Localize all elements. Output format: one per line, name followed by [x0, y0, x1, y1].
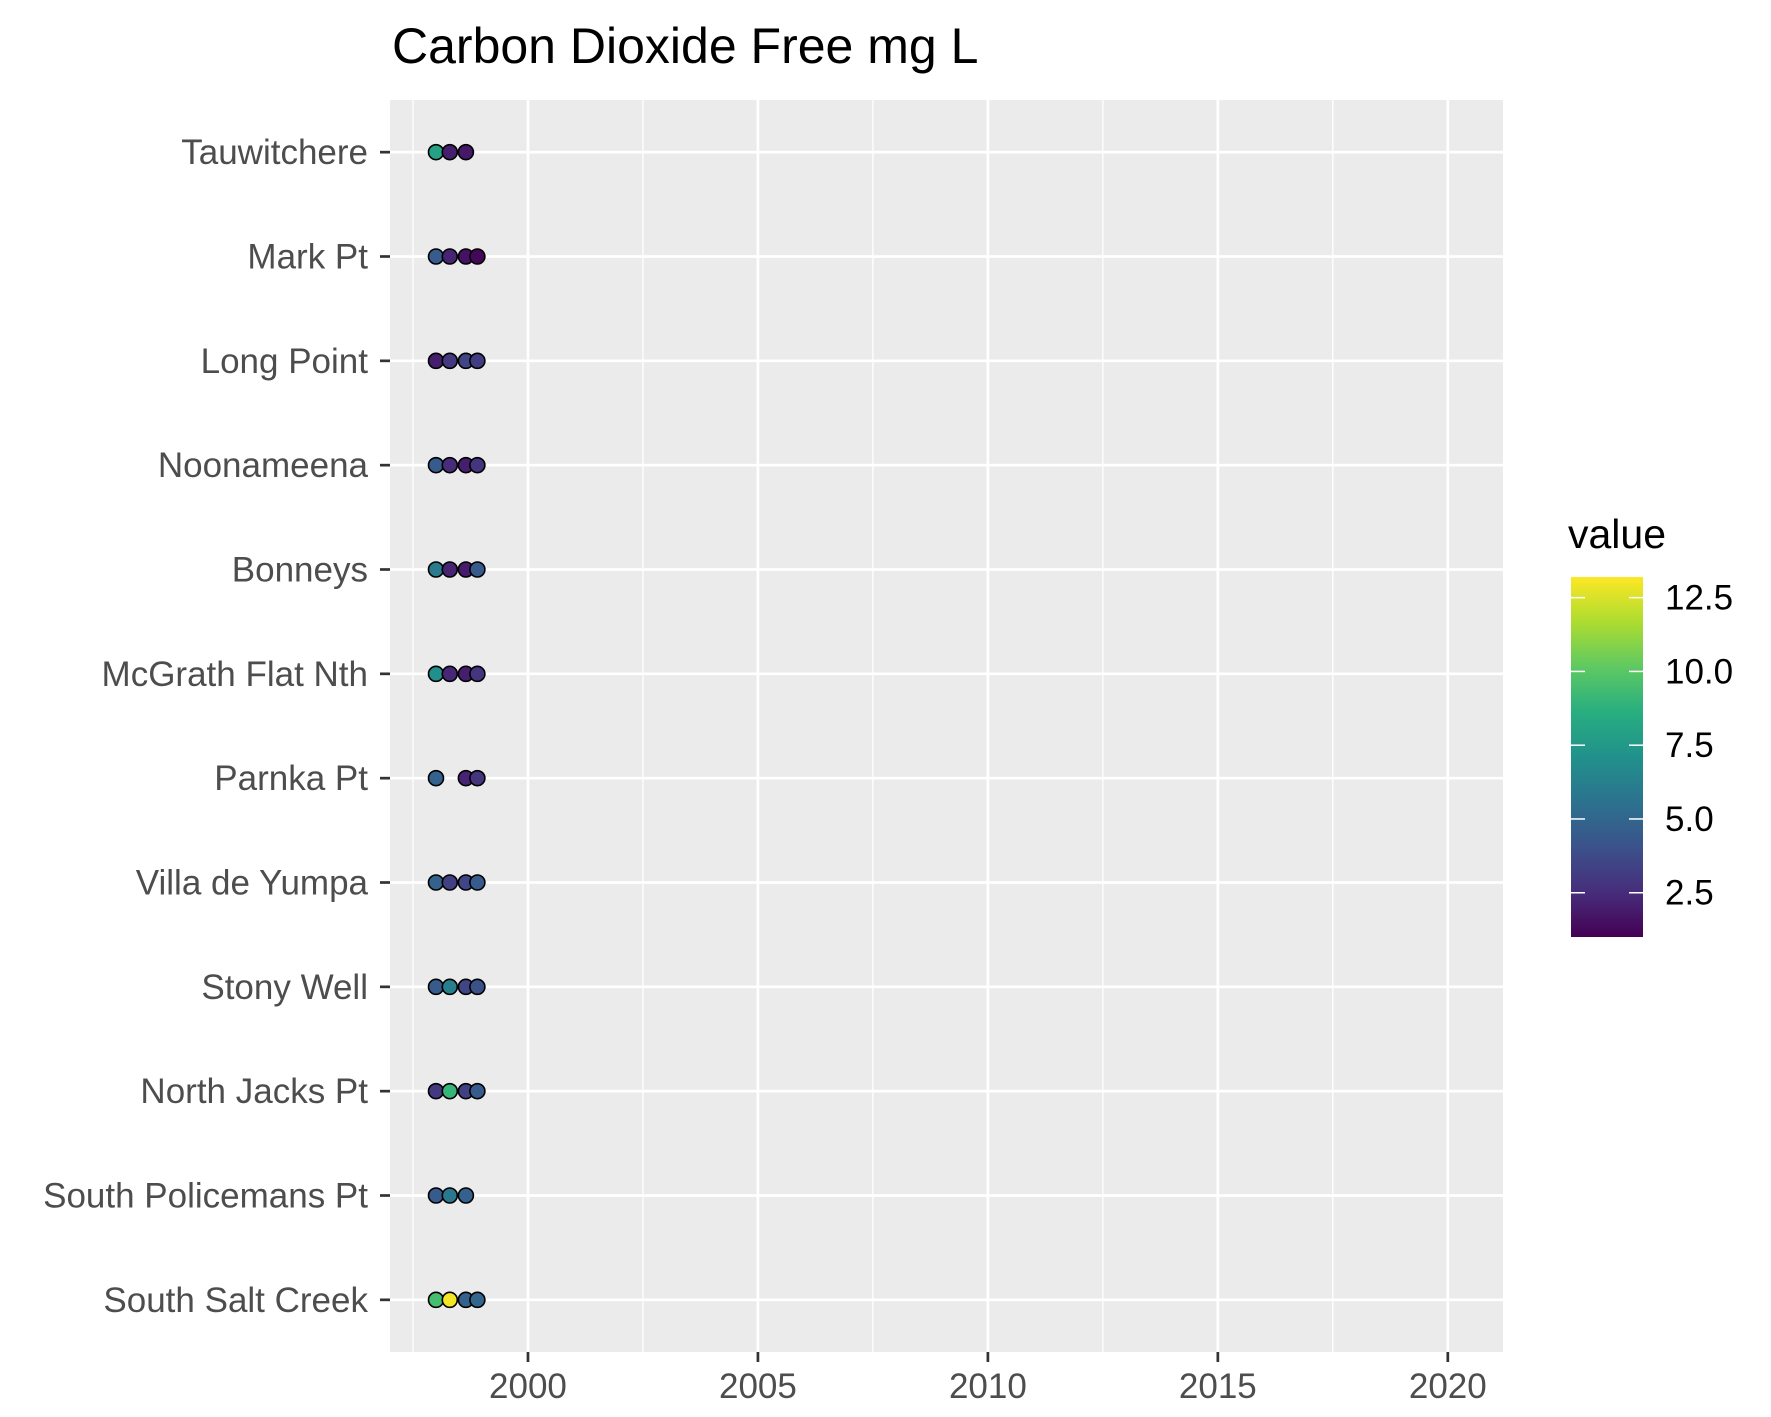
colorbar-tick-label: 10.0	[1665, 652, 1733, 691]
colorbar	[1571, 577, 1643, 937]
x-tick-label: 2020	[1409, 1367, 1487, 1406]
data-point	[469, 352, 486, 370]
panel-background	[390, 100, 1503, 1352]
data-points	[427, 143, 486, 1309]
x-tick-label: 2010	[949, 1367, 1027, 1406]
y-tick-label: Mark Pt	[247, 238, 368, 277]
data-point	[441, 143, 459, 161]
y-tick-label: Tauwitchere	[181, 133, 368, 172]
chart-title: Carbon Dioxide Free mg L	[392, 18, 978, 74]
colorbar-tick-label: 2.5	[1665, 874, 1714, 913]
colorbar-tick-label: 5.0	[1665, 800, 1714, 839]
data-point	[427, 248, 445, 265]
data-point	[441, 1187, 459, 1204]
data-point	[457, 1187, 475, 1204]
data-point	[427, 1291, 445, 1309]
colorbar-tick-label: 7.5	[1665, 726, 1714, 765]
data-point	[427, 561, 445, 578]
data-point	[469, 1082, 486, 1100]
data-point	[427, 1187, 445, 1204]
colorbar-ticks: 2.5 5.0 7.5 10.0 12.5	[1571, 579, 1733, 913]
grid	[390, 100, 1503, 1352]
data-point	[427, 456, 445, 474]
data-point	[427, 143, 445, 161]
x-tick-label: 2005	[719, 1367, 797, 1406]
data-point	[441, 665, 459, 683]
x-axis: 2000 2005 2010 2015 2020	[489, 1352, 1487, 1406]
y-tick-label: Villa de Yumpa	[136, 864, 369, 903]
data-point	[469, 561, 486, 578]
data-point	[469, 456, 486, 474]
y-tick-label: Parnka Pt	[214, 759, 368, 798]
data-point	[469, 769, 486, 787]
colorbar-tick-label: 12.5	[1665, 579, 1733, 618]
y-tick-label: Bonneys	[232, 551, 368, 590]
y-tick-label: South Salt Creek	[103, 1281, 368, 1320]
data-point	[441, 456, 459, 474]
y-tick-label: McGrath Flat Nth	[102, 655, 368, 694]
data-point	[441, 561, 459, 578]
data-point	[441, 1291, 459, 1309]
data-point	[441, 874, 459, 891]
data-point	[469, 874, 486, 891]
data-point	[427, 769, 445, 787]
data-point	[441, 1082, 459, 1100]
data-point	[441, 352, 459, 370]
y-tick-label: Long Point	[201, 342, 369, 381]
data-point	[427, 665, 445, 683]
y-axis: South Salt Creek South Policemans Pt North…	[43, 133, 390, 1320]
data-point	[441, 978, 459, 996]
y-tick-label: Stony Well	[201, 968, 368, 1007]
data-point	[469, 1291, 486, 1309]
legend-title: value	[1568, 511, 1666, 557]
x-tick-label: 2000	[489, 1367, 567, 1406]
y-tick-label: Noonameena	[158, 446, 369, 485]
data-point	[469, 248, 486, 265]
x-tick-label: 2015	[1179, 1367, 1257, 1406]
data-point	[427, 352, 445, 370]
data-point	[441, 248, 459, 265]
data-point	[427, 874, 445, 891]
data-point	[427, 1082, 445, 1100]
data-point	[469, 978, 486, 996]
y-tick-label: South Policemans Pt	[43, 1177, 368, 1216]
colorbar-legend: value 2.5 5.0 7.5 10.0 12.5	[1568, 511, 1733, 937]
data-point	[469, 665, 486, 683]
data-point	[457, 143, 475, 161]
y-tick-label: North Jacks Pt	[140, 1072, 368, 1111]
data-point	[427, 978, 445, 996]
